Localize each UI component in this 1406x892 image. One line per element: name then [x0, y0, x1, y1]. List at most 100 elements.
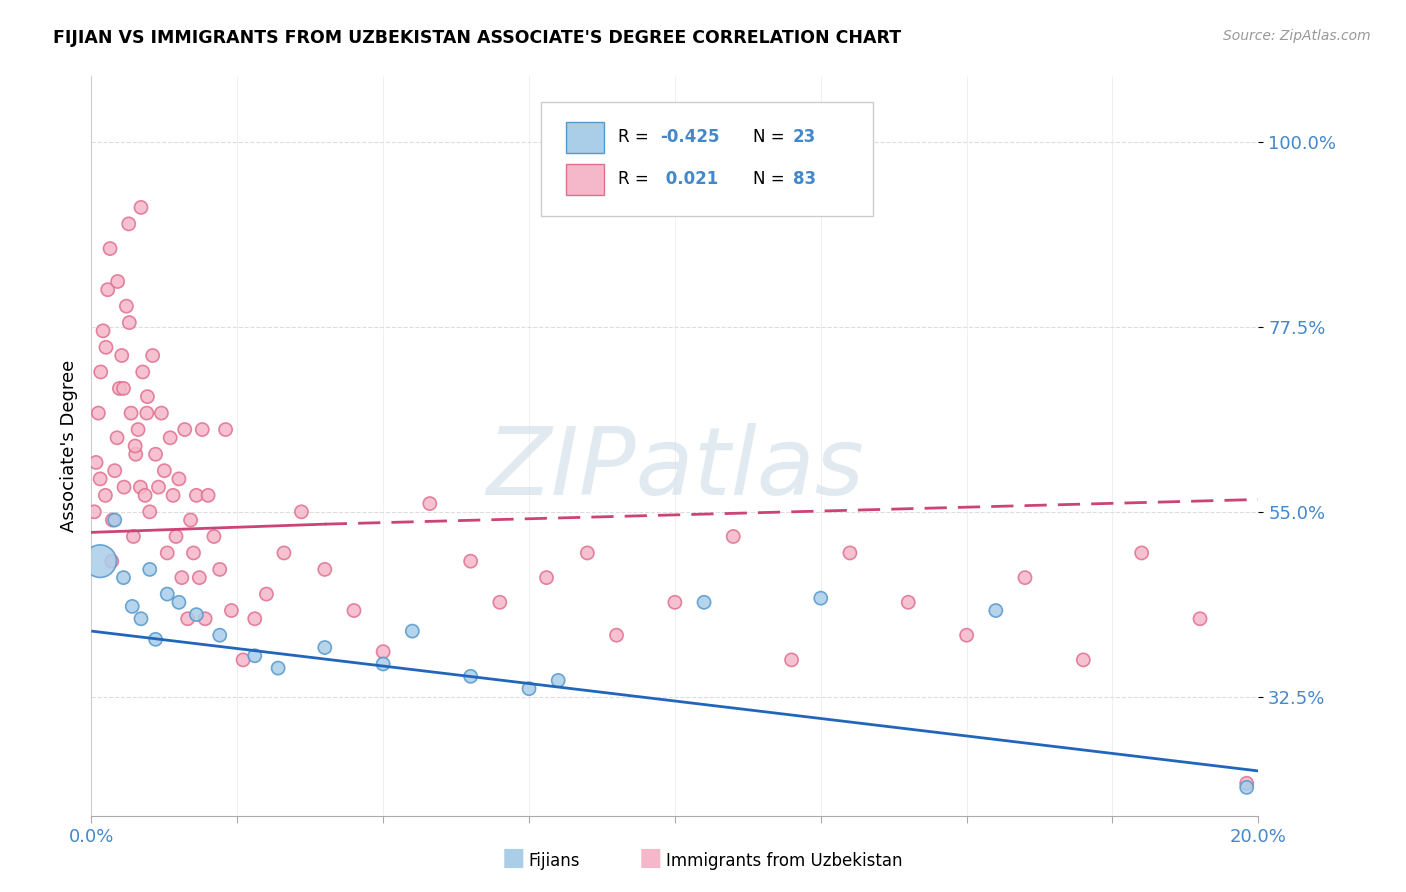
Point — [104, 464, 127, 478]
Text: -0.425: -0.425 — [659, 128, 720, 146]
Point — [94, 340, 117, 354]
Point — [208, 628, 231, 642]
Point — [1236, 780, 1258, 795]
Point — [122, 529, 145, 543]
Point — [138, 562, 162, 576]
Point — [371, 645, 394, 659]
Point — [197, 488, 219, 502]
Text: ■: ■ — [502, 846, 524, 870]
Point — [606, 628, 628, 642]
Point — [723, 529, 745, 543]
Point — [108, 381, 131, 395]
Point — [173, 423, 195, 437]
Point — [136, 390, 159, 404]
Point — [576, 546, 599, 560]
Point — [170, 571, 193, 585]
Point — [129, 612, 152, 626]
Point — [145, 632, 167, 647]
Point — [111, 349, 134, 363]
Point — [150, 406, 173, 420]
Point — [134, 488, 156, 502]
Point — [125, 447, 148, 461]
Text: R =: R = — [617, 170, 654, 188]
Point — [460, 669, 482, 683]
Point — [124, 439, 146, 453]
Point — [162, 488, 184, 502]
Text: Immigrants from Uzbekistan: Immigrants from Uzbekistan — [666, 852, 903, 870]
Text: 23: 23 — [793, 128, 815, 146]
Point — [156, 587, 179, 601]
Point — [135, 406, 157, 420]
Point — [191, 423, 214, 437]
Point — [214, 423, 236, 437]
Point — [232, 653, 254, 667]
Point — [167, 472, 190, 486]
Text: FIJIAN VS IMMIGRANTS FROM UZBEKISTAN ASSOCIATE'S DEGREE CORRELATION CHART: FIJIAN VS IMMIGRANTS FROM UZBEKISTAN ASS… — [53, 29, 901, 47]
Point — [112, 381, 135, 395]
Point — [314, 640, 336, 655]
Point — [104, 513, 127, 527]
Point — [176, 612, 198, 626]
Point — [186, 488, 208, 502]
Point — [132, 365, 155, 379]
Point — [780, 653, 803, 667]
Point — [371, 657, 394, 671]
Point — [267, 661, 290, 675]
Point — [156, 546, 179, 560]
Text: ■: ■ — [640, 846, 662, 870]
Point — [343, 603, 366, 617]
Point — [101, 513, 124, 527]
Point — [107, 275, 129, 289]
Point — [256, 587, 278, 601]
Point — [118, 217, 141, 231]
Point — [180, 513, 202, 527]
Text: R =: R = — [617, 128, 654, 146]
Point — [129, 480, 152, 494]
Point — [489, 595, 512, 609]
Point — [105, 431, 128, 445]
Point — [547, 673, 569, 688]
Point — [165, 529, 187, 543]
Point — [84, 455, 107, 469]
Point — [984, 603, 1007, 617]
Point — [810, 591, 832, 606]
Point — [1130, 546, 1153, 560]
Point — [956, 628, 979, 642]
Point — [83, 505, 105, 519]
Point — [142, 349, 165, 363]
Point — [1014, 571, 1036, 585]
Point — [401, 624, 423, 639]
Point — [208, 562, 231, 576]
Point — [186, 607, 208, 622]
FancyBboxPatch shape — [567, 164, 603, 195]
Point — [664, 595, 686, 609]
Point — [536, 571, 558, 585]
Point — [1073, 653, 1095, 667]
Point — [115, 299, 138, 313]
Y-axis label: Associate's Degree: Associate's Degree — [59, 359, 77, 533]
Point — [127, 423, 149, 437]
Text: N =: N = — [754, 128, 790, 146]
Point — [314, 562, 336, 576]
Point — [693, 595, 716, 609]
Point — [460, 554, 482, 568]
Point — [138, 505, 162, 519]
Point — [89, 472, 111, 486]
Point — [148, 480, 170, 494]
Point — [159, 431, 181, 445]
Point — [167, 595, 190, 609]
Point — [1236, 776, 1258, 790]
Point — [419, 497, 441, 511]
Point — [1189, 612, 1212, 626]
Point — [243, 648, 266, 663]
Text: 0.021: 0.021 — [659, 170, 718, 188]
Text: ZIPatlas: ZIPatlas — [486, 423, 863, 514]
Point — [517, 681, 540, 696]
Point — [188, 571, 211, 585]
Point — [120, 406, 142, 420]
Text: Fijians: Fijians — [529, 852, 581, 870]
Point — [121, 599, 143, 614]
Point — [97, 283, 120, 297]
Point — [112, 480, 135, 494]
Point — [98, 242, 121, 256]
